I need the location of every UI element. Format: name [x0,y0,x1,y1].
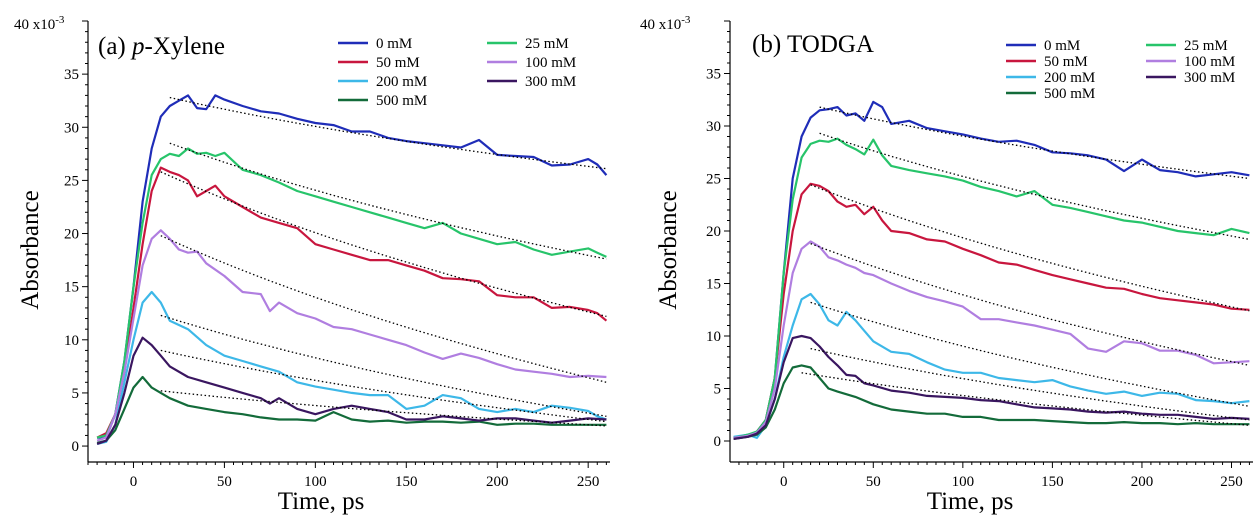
panel-a-legend-label: 0 mM [376,36,412,52]
panel-b-legend-label: 25 mM [1184,38,1228,54]
panel-a-y-tick-label: 35 [64,67,79,83]
panel-b-x-tick-label: 0 [780,474,788,490]
panel-a-y-axis-title: Absorbance [17,190,44,309]
panel-b-x-tick-label: 50 [866,474,881,490]
panel-b-series-100-mm [733,240,1250,439]
panel-a-y-tick-label: 0 [72,439,80,455]
panel-b-fit-curve-5 [810,301,1250,407]
panel-b-y-tick-label: 30 [706,119,721,135]
panel-a-y-tick-label: 10 [64,333,79,349]
panel-a-x-tick-label: 100 [304,474,327,490]
panel-a-legend-label: 200 mM [376,74,427,90]
panel-a-y-tick-label: 15 [64,280,79,296]
panel-a-x-tick-label: 0 [130,474,138,490]
panel-a-series-100-mm [96,229,607,442]
panel-b-legend-label: 300 mM [1184,70,1235,86]
panel-a-series-50-mm [96,166,608,439]
panel-a-p-xylene: 40 x10-3 (a) p-Xylene Absorbance Time, p… [14,14,610,515]
panel-a-series-200-mm [96,290,607,445]
panel-b-series-200-mm [733,292,1250,439]
panel-a-series-25-mm [96,147,607,439]
panel-b-legend-label: 500 mM [1044,86,1095,102]
panel-a-y-tick-label: 30 [64,120,79,136]
panel-b-x-tick-label: 100 [952,474,975,490]
panel-b-x-tick-label: 150 [1041,474,1064,490]
panel-b-legend-label: 0 mM [1044,38,1080,54]
panel-b-fit-curve-1 [819,106,1250,180]
panel-b-series-50-mm [733,182,1250,439]
panel-b-y-tick-label: 35 [706,67,721,83]
panel-b-legend-label: 50 mM [1044,54,1088,70]
panel-a-fit-curve-1 [169,96,607,170]
panel-b-fit-curve-3 [810,184,1250,312]
panel-b-y-axis-title: Absorbance [655,190,682,309]
panel-a-legend-label: 300 mM [525,74,576,90]
panel-b-scale-label: 40 x10-3 [640,14,691,33]
panel-a-fit-curve-5 [160,314,607,417]
panel-b-fit-curve-4 [810,242,1250,367]
panel-a-series-0-mm [97,94,608,439]
panel-a-x-tick-label: 200 [486,474,509,490]
panel-a-legend-label: 50 mM [376,55,420,71]
panel-a-series-500-mm [96,375,607,444]
panel-b-series-25-mm [733,137,1250,439]
panel-b-y-tick-label: 5 [714,382,722,398]
panel-b-x-tick-label: 200 [1131,474,1154,490]
panel-b-series-500-mm [733,364,1250,440]
panel-b-legend-label: 100 mM [1184,54,1235,70]
panel-b-title: (b) TODGA [752,31,874,58]
panel-a-fit-curve-2 [169,142,607,260]
panel-a-y-tick-label: 5 [72,386,80,402]
panel-b-x-tick-label: 250 [1220,474,1243,490]
panel-a-scale-label: 40 x10-3 [14,14,65,33]
panel-b-fit-curve-7 [801,372,1250,426]
panel-a-series-300-mm [96,336,607,445]
panel-b-fit-curve-6 [810,347,1250,421]
panel-a-fit-curve-3 [160,171,607,318]
panel-a-y-tick-label: 25 [64,173,79,189]
panel-b-x-axis-title: Time, ps [927,488,1014,515]
panel-b-y-tick-label: 20 [706,224,721,240]
panel-a-x-tick-label: 250 [577,474,600,490]
panel-b-y-tick-label: 10 [706,329,721,345]
panel-b-y-tick-label: 25 [706,172,721,188]
panel-b-series-0-mm [733,100,1250,439]
panel-b-y-tick-label: 0 [714,434,722,450]
panel-a-legend-label: 500 mM [376,93,427,109]
panel-a-x-axis-title: Time, ps [278,488,365,515]
panel-a-x-tick-label: 50 [217,474,232,490]
panel-a-fit-curve-7 [160,390,607,427]
panel-a-fit-curve-6 [160,349,607,423]
panel-b-series-300-mm [733,334,1250,440]
panel-b-legend-label: 200 mM [1044,70,1095,86]
panel-a-legend-label: 100 mM [525,55,576,71]
panel-a-legend-label: 25 mM [525,36,569,52]
panel-b-y-tick-label: 15 [706,277,721,293]
panel-a-x-tick-label: 150 [395,474,418,490]
panel-b-todga: 40 x10-3 (b) TODGA Absorbance Time, ps 0… [640,14,1253,515]
panel-a-title: (a) p-Xylene [98,33,225,60]
panel-a-y-tick-label: 20 [64,227,79,243]
panel-a-fit-curve-4 [160,235,607,383]
